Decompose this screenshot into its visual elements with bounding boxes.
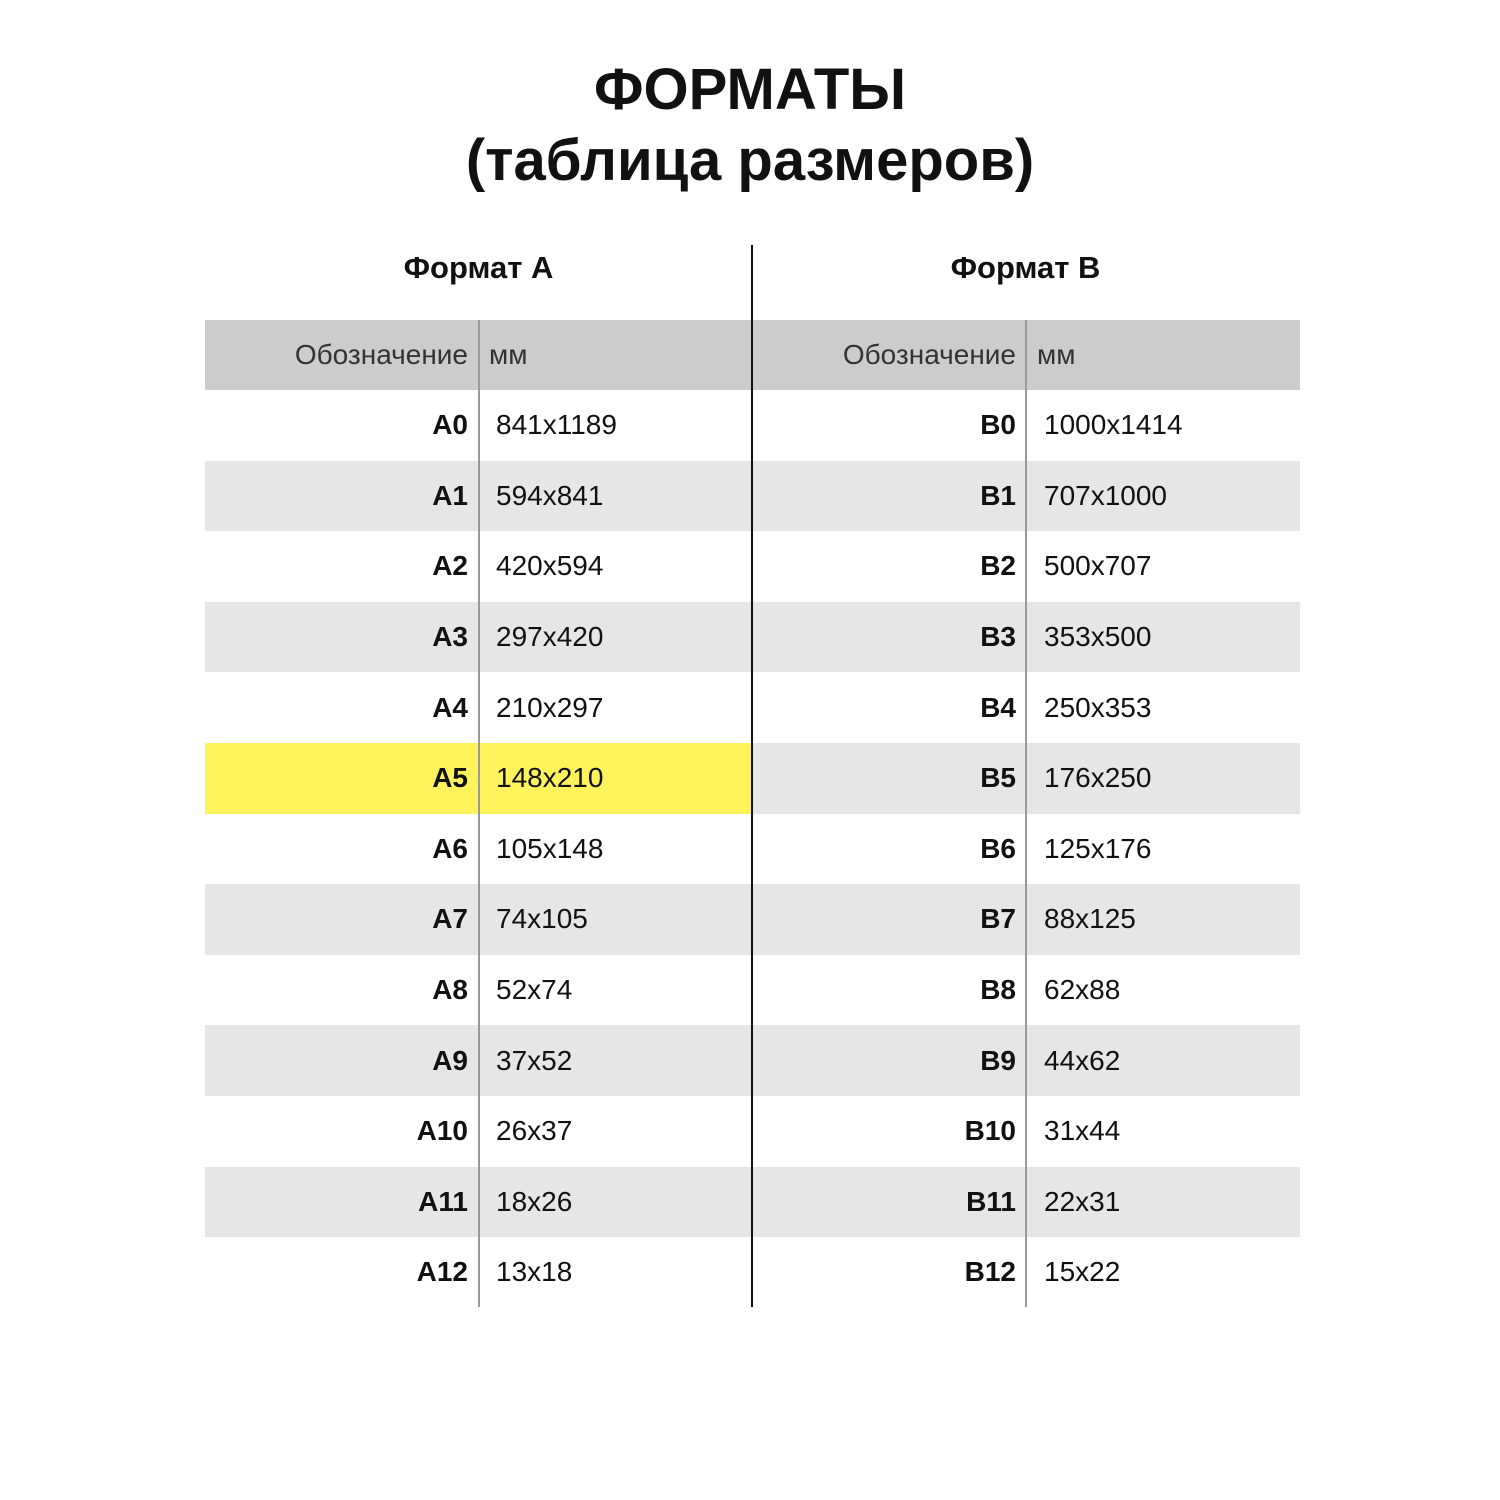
format-size-mm: 44x62 [1044, 1044, 1121, 1076]
table-row: A6 105x148 [205, 814, 752, 885]
format-designation: B3 [980, 621, 1016, 653]
format-size-mm: 31x44 [1044, 1115, 1121, 1147]
table-row: B10 31x44 [753, 1096, 1300, 1167]
format-size-mm: 841x1189 [496, 409, 617, 441]
format-size-mm: 707x1000 [1044, 479, 1168, 511]
format-designation: A2 [432, 550, 468, 582]
format-designation: A5 [432, 762, 468, 794]
format-size-mm: 353x500 [1044, 621, 1152, 653]
table-row: A12 13x18 [205, 1237, 752, 1308]
format-size-mm: 26x37 [496, 1115, 573, 1147]
format-designation: A10 [416, 1115, 468, 1147]
column-header-designation: Обозначение [294, 339, 468, 370]
format-size-mm: 13x18 [496, 1256, 573, 1288]
format-designation: A12 [416, 1256, 468, 1288]
format-designation: A4 [432, 691, 468, 723]
table-row: B0 1000x1414 [753, 390, 1300, 461]
format-size-mm: 250x353 [1044, 691, 1152, 723]
format-size-mm: 74x105 [496, 903, 588, 935]
format-size-mm: 52x74 [496, 974, 573, 1006]
table-row: A2 420x594 [205, 531, 752, 602]
format-designation: B5 [980, 762, 1016, 794]
format-size-mm: 297x420 [496, 621, 604, 653]
format-designation: B11 [966, 1185, 1016, 1217]
format-size-mm: 125x176 [1044, 832, 1152, 864]
table-row: B2 500x707 [753, 531, 1300, 602]
format-size-mm: 148x210 [496, 762, 604, 794]
format-size-mm: 105x148 [496, 832, 604, 864]
format-designation: A0 [432, 409, 468, 441]
column-divider [478, 320, 480, 1307]
table-row: B8 62x88 [753, 955, 1300, 1026]
section-divider [751, 245, 753, 1307]
table-row: B12 15x22 [753, 1237, 1300, 1308]
format-designation: A3 [432, 621, 468, 653]
format-size-mm: 62x88 [1044, 974, 1121, 1006]
format-b-heading: Формат В [950, 250, 1101, 285]
table-row: B6 125x176 [753, 814, 1300, 885]
table-row: A4 210x297 [205, 672, 752, 743]
page-subtitle: (таблица размеров) [465, 128, 1035, 193]
format-designation: A8 [432, 974, 468, 1006]
format-size-mm: 500x707 [1044, 550, 1152, 582]
format-designation: B12 [964, 1256, 1016, 1288]
format-designation: B4 [980, 691, 1016, 723]
format-designation: B6 [980, 832, 1016, 864]
format-designation: B10 [964, 1115, 1016, 1147]
format-designation: B2 [980, 550, 1016, 582]
format-b-table: Обозначение мм B0 1000x1414 B1 707x1000 B2 50… [753, 320, 1300, 1308]
table-row: B4 250x353 [753, 672, 1300, 743]
format-designation: B0 [980, 409, 1016, 441]
format-size-mm: 420x594 [496, 550, 604, 582]
format-size-mm: 37x52 [496, 1044, 573, 1076]
table-row: A8 52x74 [205, 955, 752, 1026]
format-size-mm: 88x125 [1044, 903, 1136, 935]
format-size-mm: 18x26 [496, 1185, 573, 1217]
format-size-mm: 15x22 [1044, 1256, 1121, 1288]
format-designation: B9 [980, 1044, 1016, 1076]
table-row: A0 841x1189 [205, 390, 752, 461]
column-header-designation: Обозначение [842, 339, 1016, 370]
format-designation: A1 [432, 479, 468, 511]
format-size-mm: 176x250 [1044, 762, 1152, 794]
format-designation: A6 [432, 832, 468, 864]
format-size-mm: 594x841 [496, 479, 604, 511]
page-title: ФОРМАТЫ [593, 57, 907, 122]
format-size-mm: 210x297 [496, 691, 604, 723]
format-designation: B1 [980, 479, 1016, 511]
format-designation: A7 [432, 903, 468, 935]
format-size-mm: 1000x1414 [1044, 409, 1183, 441]
format-designation: A9 [432, 1044, 468, 1076]
column-divider [1025, 320, 1027, 1307]
format-designation: A11 [418, 1185, 468, 1217]
column-header-mm: мм [1037, 339, 1076, 370]
column-header-mm: мм [489, 339, 528, 370]
format-designation: B8 [980, 974, 1016, 1006]
table-row: A10 26x37 [205, 1096, 752, 1167]
format-size-mm: 22x31 [1044, 1185, 1121, 1217]
format-a-heading: Формат А [403, 250, 554, 285]
format-designation: B7 [980, 903, 1016, 935]
